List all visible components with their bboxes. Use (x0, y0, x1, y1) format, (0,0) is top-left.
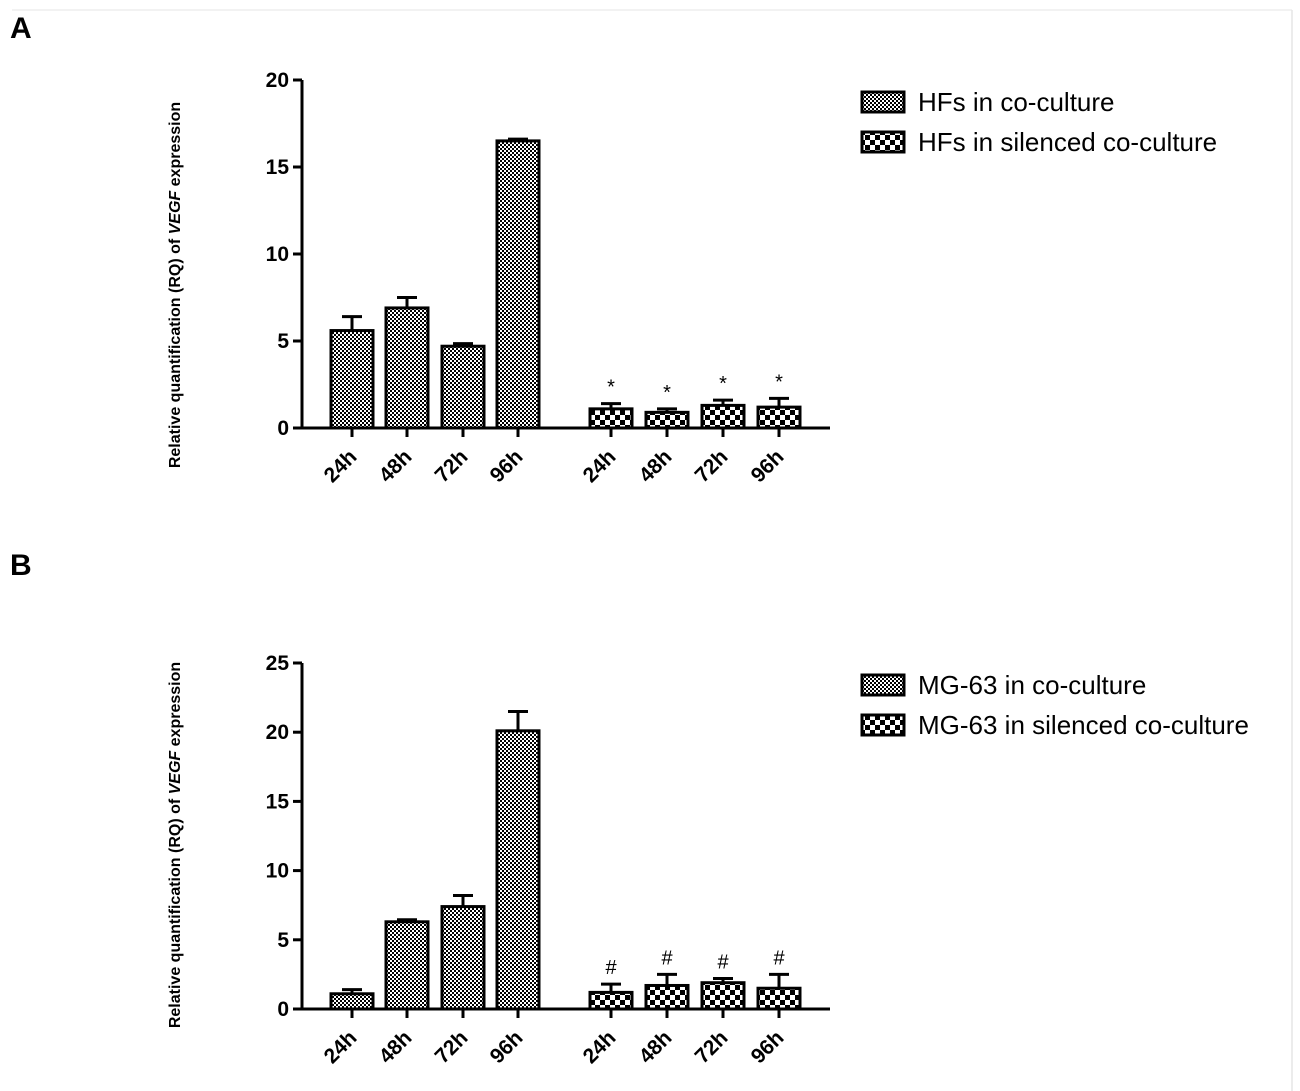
bar (588, 990, 634, 1011)
bar (756, 986, 802, 1011)
y-tick-label: 15 (266, 790, 290, 813)
bar (700, 981, 746, 1011)
bar (495, 139, 541, 430)
legend-label: HFs in co-culture (918, 87, 1115, 117)
y-tick-label: 10 (266, 243, 289, 266)
x-tick-label: 72h (691, 1026, 733, 1068)
x-tick-label: 48h (635, 1026, 677, 1068)
y-tick-label: 0 (277, 998, 289, 1021)
x-tick-label: 72h (431, 1026, 473, 1068)
x-tick-label: 96h (486, 1026, 528, 1068)
legend-label: HFs in silenced co-culture (918, 127, 1217, 157)
bar (384, 920, 430, 1011)
x-tick-label: 48h (375, 445, 417, 487)
bar (588, 407, 634, 430)
x-tick-label: 72h (431, 445, 473, 487)
x-tick-label: 96h (486, 445, 528, 487)
legend-swatch (860, 130, 906, 154)
panel-a: A Relative quantification (RQ) of VEGF ex… (10, 12, 1217, 487)
y-tick-label: 20 (266, 721, 289, 744)
y-tick-label: 20 (266, 69, 289, 92)
panel-letter: B (10, 549, 32, 582)
significance-mark: * (719, 373, 727, 395)
x-tick-label: 24h (320, 445, 362, 487)
significance-mark: # (717, 952, 729, 974)
y-tick-label: 5 (277, 330, 289, 353)
y-tick-label: 10 (266, 860, 289, 883)
bar (440, 905, 486, 1011)
x-tick-label: 24h (579, 445, 621, 487)
x-tick-label: 48h (635, 445, 677, 487)
bar (384, 306, 430, 430)
y-tick-label: 25 (266, 652, 290, 675)
legend-swatch (860, 713, 906, 737)
x-tick-label: 72h (691, 445, 733, 487)
bar (329, 329, 375, 430)
x-tick-label: 96h (747, 445, 789, 487)
bar (644, 983, 690, 1011)
bar (756, 405, 802, 430)
legend-label: MG-63 in silenced co-culture (918, 710, 1249, 740)
bar (700, 403, 746, 430)
y-tick-label: 0 (277, 417, 289, 440)
x-tick-label: 24h (320, 1026, 362, 1068)
significance-mark: * (663, 382, 671, 404)
y-axis-label: Relative quantification (RQ) of VEGF exp… (167, 102, 184, 468)
legend-label: MG-63 in co-culture (918, 670, 1146, 700)
significance-mark: * (775, 371, 783, 393)
legend-swatch (860, 673, 906, 697)
y-tick-label: 15 (266, 156, 290, 179)
significance-mark: * (607, 377, 615, 399)
x-tick-label: 24h (579, 1026, 621, 1068)
significance-mark: # (773, 947, 785, 969)
bar (644, 410, 690, 430)
panel-letter: A (10, 12, 32, 45)
y-axis-label: Relative quantification (RQ) of VEGF exp… (167, 662, 184, 1028)
legend-swatch (860, 90, 906, 114)
x-tick-label: 48h (375, 1026, 417, 1068)
bar (440, 344, 486, 430)
significance-mark: # (605, 957, 617, 979)
x-tick-label: 96h (747, 1026, 789, 1068)
panel-b: B Relative quantification (RQ) of VEGF ex… (10, 549, 1249, 1068)
y-tick-label: 5 (277, 929, 289, 952)
significance-mark: # (661, 947, 673, 969)
bar (329, 992, 375, 1011)
bar (495, 729, 541, 1011)
